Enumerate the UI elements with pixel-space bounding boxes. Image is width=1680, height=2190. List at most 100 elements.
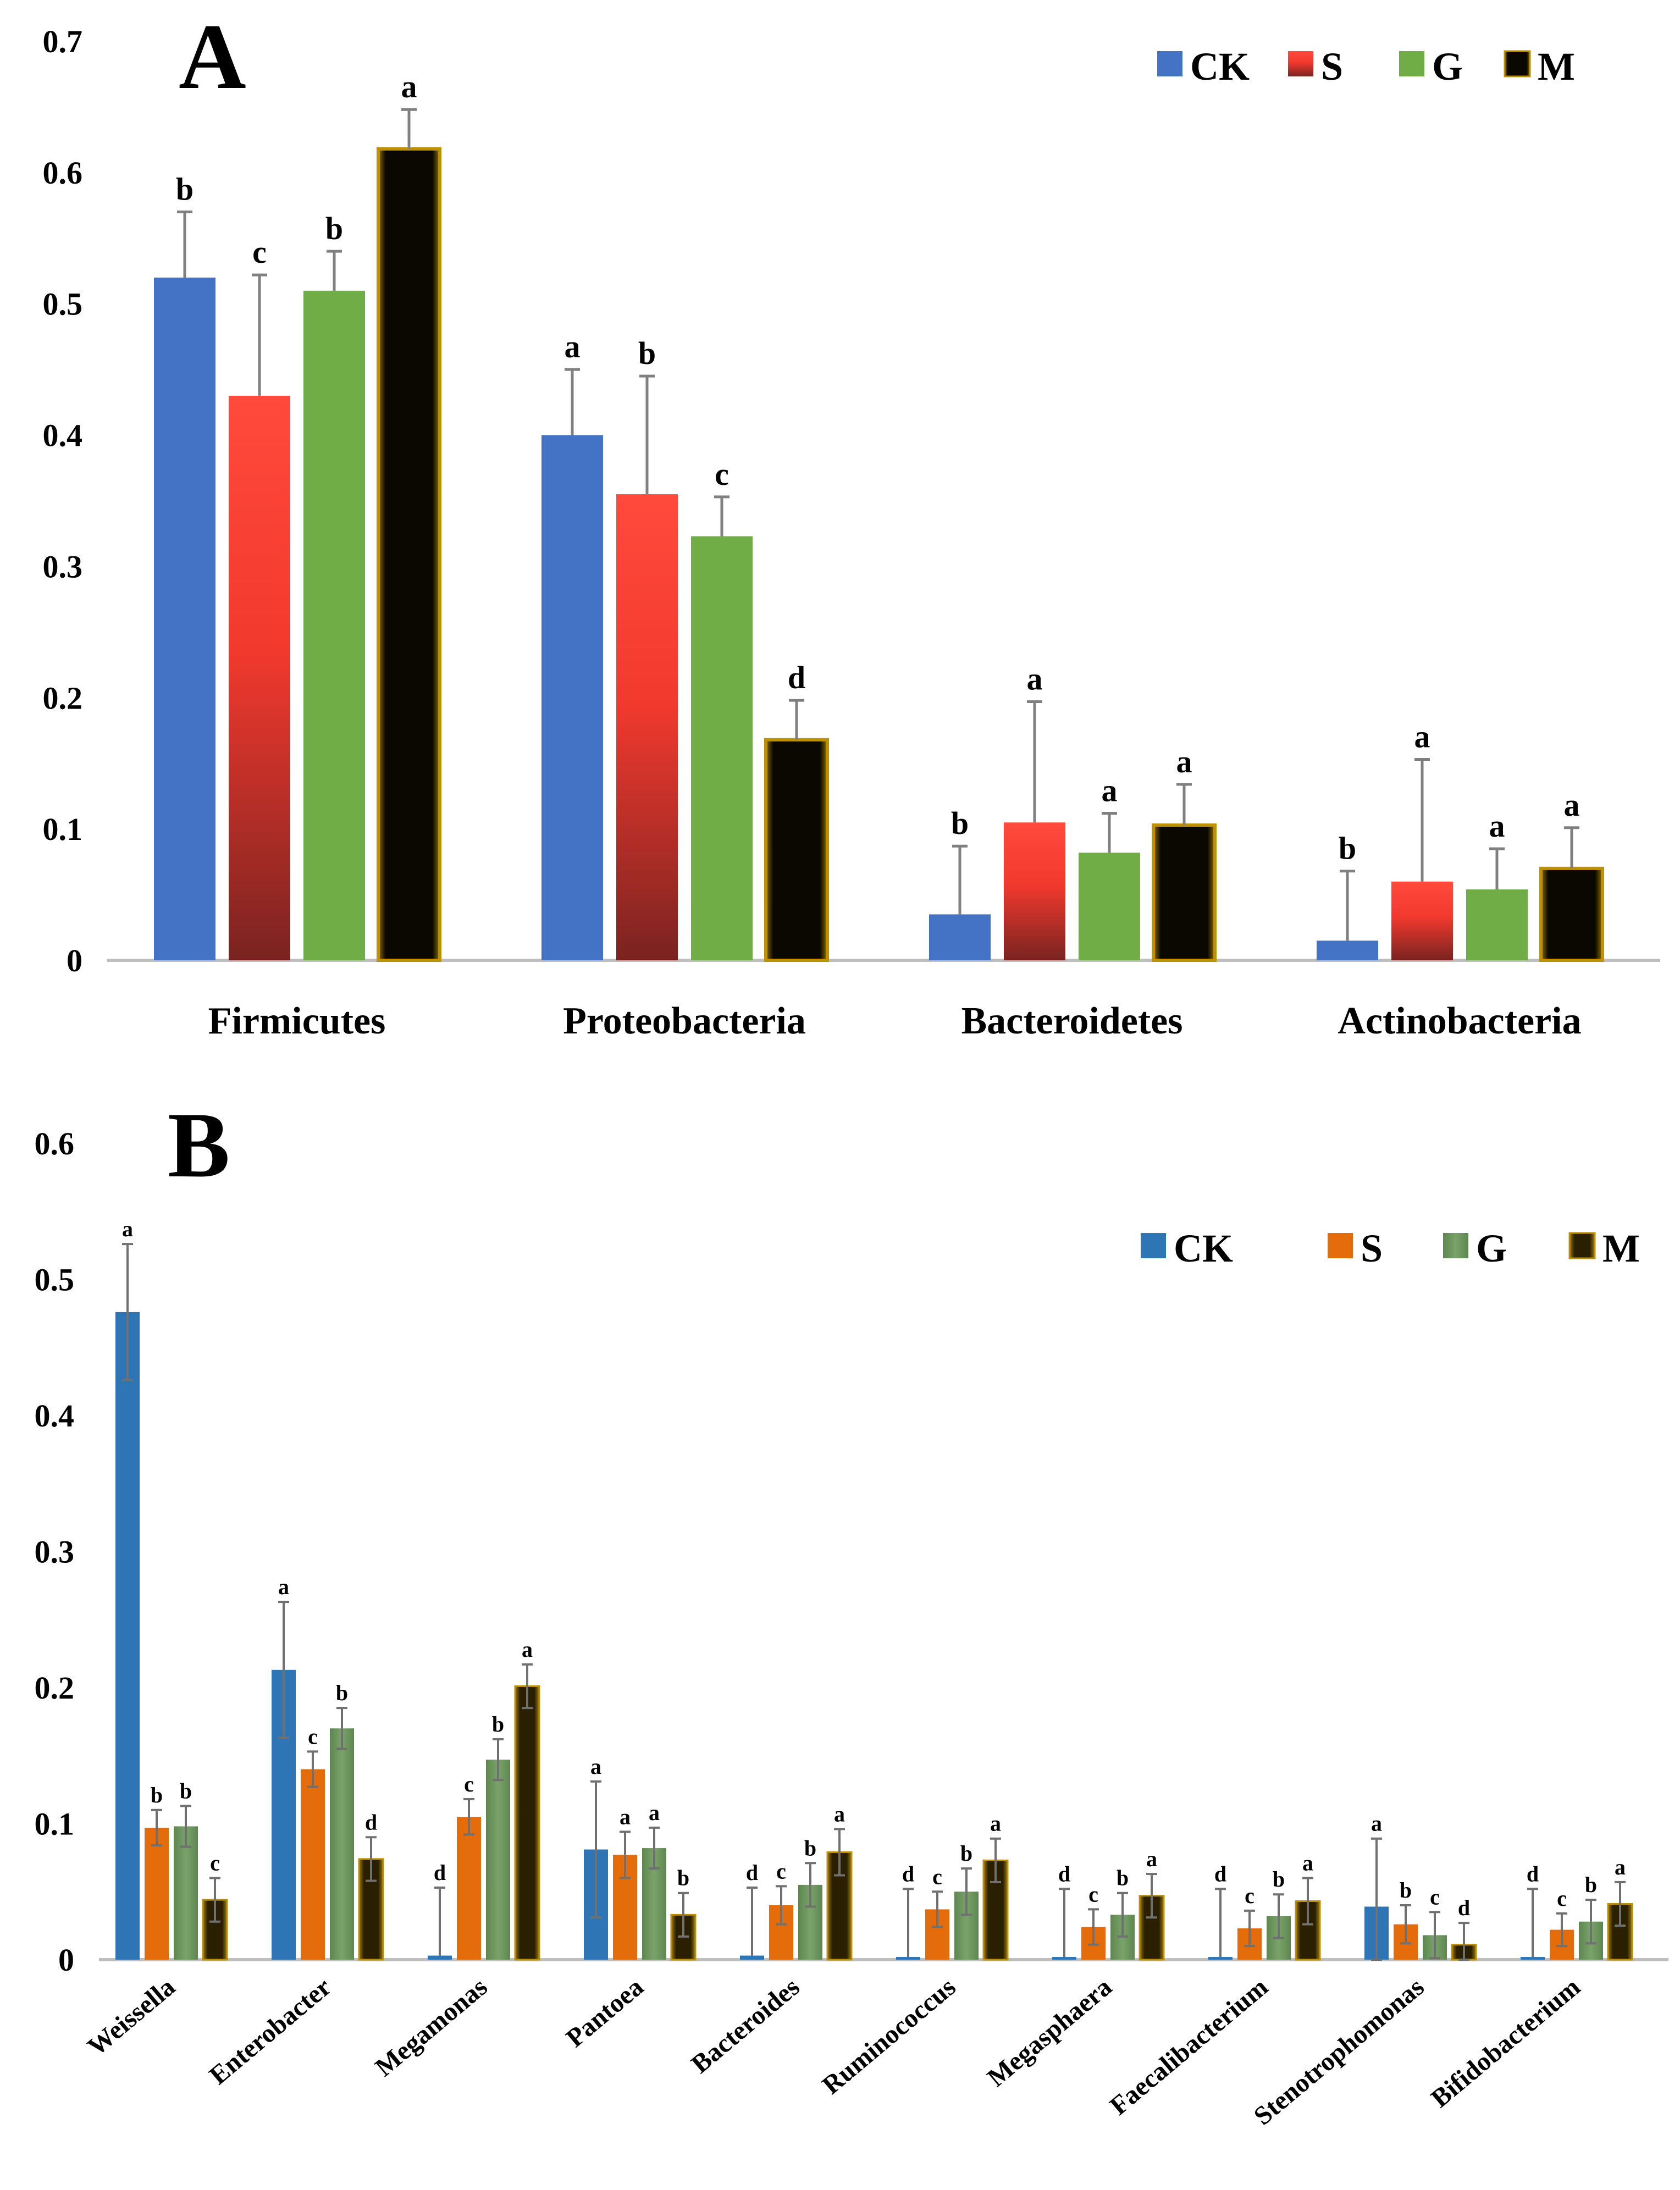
panel-b-stenotrophomonas-g-sig-label: c <box>1430 1884 1440 1909</box>
panel-b-letter: B <box>168 1093 230 1197</box>
panel-a-chart: A 0 0.1 0.2 0.3 0.4 0.5 0.6 0.7 b c b a a b c d b a a a b a a… <box>43 5 1660 1042</box>
panel-b-category-label-enterobacter: Enterobacter <box>204 1972 337 2091</box>
panel-b-legend-swatch-s <box>1328 1233 1353 1258</box>
panel-b-bacteroides-g-sig-label: b <box>804 1835 816 1860</box>
panel-b-category-label-ruminococcus: Ruminococcus <box>817 1972 961 2100</box>
panel-b-weissella-ck-sig-label: a <box>122 1216 133 1241</box>
panel-a-actinobacteria-s-sig-label: a <box>1414 719 1430 755</box>
panel-b-megamonas-g-sig-label: b <box>492 1712 504 1736</box>
panel-b-weissella-s-bar <box>145 1827 169 1960</box>
panel-b-megamonas-s-sig-label: c <box>464 1772 474 1796</box>
panel-b-enterobacter-g-bar <box>330 1728 354 1960</box>
panel-b-faecalibacterium-ck-sig-label: d <box>1214 1861 1226 1886</box>
panel-a-y-tick-0-6: 0.6 <box>43 155 83 191</box>
panel-b-bacteroides-s-sig-label: c <box>776 1859 786 1883</box>
panel-b-weissella-s-sig-label: b <box>151 1783 163 1807</box>
panel-a-proteobacteria-g-bar <box>691 536 753 960</box>
panel-b-bifidobacterium-s-sig-label: c <box>1557 1886 1567 1911</box>
panel-a-legend-label-m: M <box>1538 45 1575 89</box>
panel-a-legend-swatch-g <box>1399 51 1424 76</box>
panel-a-actinobacteria-g-bar <box>1466 889 1528 960</box>
panel-b-y-tick-0-2: 0.2 <box>35 1670 75 1706</box>
panel-b-category-label-weissella: Weissella <box>82 1972 180 2061</box>
panel-b-legend-label-s: S <box>1361 1226 1383 1270</box>
panel-b-enterobacter-s-sig-label: c <box>308 1724 318 1749</box>
panel-a-y-tick-0-7: 0.7 <box>43 24 83 59</box>
panel-a-firmicutes-s-sig-label: c <box>252 234 267 270</box>
panel-b-megamonas-ck-sig-label: d <box>434 1860 446 1885</box>
panel-a-proteobacteria-ck-sig-label: a <box>565 329 581 364</box>
panel-b-stenotrophomonas-s-sig-label: b <box>1400 1878 1412 1903</box>
panel-a-legend-swatch-s <box>1288 51 1313 76</box>
panel-a-bacteroidetes-g-sig-label: a <box>1102 772 1118 808</box>
panel-a-y-axis: 0 0.1 0.2 0.3 0.4 0.5 0.6 0.7 <box>43 24 83 978</box>
panel-a-y-tick-0-3: 0.3 <box>43 549 83 584</box>
panel-b-megamonas-ck-bar <box>428 1955 452 1960</box>
panel-b-category-label-faecalibacterium: Faecalibacterium <box>1104 1972 1274 2121</box>
panel-a-firmicutes-ck-bar <box>154 277 215 960</box>
panel-a-firmicutes-g-sig-label: b <box>325 211 343 246</box>
panel-b-ruminococcus-m-sig-label: a <box>990 1811 1001 1836</box>
panel-b-legend: CK S G M <box>1141 1226 1640 1270</box>
panel-a-firmicutes-g-bar <box>303 290 365 960</box>
panel-a-bacteroidetes-s-bar <box>1004 822 1065 960</box>
panel-b-y-tick-0-5: 0.5 <box>35 1262 75 1298</box>
panel-a-actinobacteria-m-bar <box>1539 866 1604 963</box>
panel-a-legend-label-g: G <box>1432 45 1463 89</box>
panel-a-proteobacteria-m-sig-label: d <box>788 660 805 695</box>
panel-b-ruminococcus-ck-sig-label: d <box>902 1861 914 1886</box>
panel-b-bifidobacterium-g-sig-label: b <box>1585 1872 1597 1897</box>
panel-b-megamonas-g-bar <box>486 1760 510 1960</box>
panel-b-faecalibacterium-g-sig-label: b <box>1273 1867 1285 1892</box>
panel-b-category-labels: Weissella Enterobacter Megamonas Pantoea Bac… <box>82 1972 1585 2131</box>
panel-b-legend-swatch-m <box>1568 1232 1596 1259</box>
panel-a-y-tick-0-2: 0.2 <box>43 680 83 716</box>
panel-a-category-label-proteobacteria: Proteobacteria <box>563 1000 806 1042</box>
panel-b-stenotrophomonas-ck-sig-label: a <box>1371 1811 1382 1836</box>
panel-a-firmicutes-ck-sig-label: b <box>176 172 194 207</box>
panel-b-y-tick-0-6: 0.6 <box>35 1126 75 1162</box>
panel-a-actinobacteria-m-sig-label: a <box>1564 787 1580 823</box>
panel-b-weissella-m-sig-label: c <box>210 1851 220 1876</box>
panel-a-firmicutes-s-bar <box>229 395 290 960</box>
panel-b-megasphaera-ck-sig-label: d <box>1058 1861 1070 1886</box>
panel-b-category-label-stenotrophomonas: Stenotrophomonas <box>1248 1972 1430 2131</box>
panel-a-category-label-firmicutes: Firmicutes <box>208 1000 386 1042</box>
panel-a-proteobacteria-m-bar <box>764 738 829 962</box>
panel-b-y-tick-0-3: 0.3 <box>35 1534 75 1570</box>
panel-b-bacteroides-m-sig-label: a <box>834 1801 845 1826</box>
panel-a-actinobacteria-g-sig-label: a <box>1489 808 1505 844</box>
panel-b-category-label-pantoea: Pantoea <box>561 1972 649 2053</box>
panel-b-y-tick-0-1: 0.1 <box>35 1806 75 1842</box>
panel-b-faecalibacterium-m-sig-label: a <box>1302 1851 1313 1876</box>
panel-a-bacteroidetes-s-sig-label: a <box>1027 661 1043 696</box>
panel-b-enterobacter-m-sig-label: d <box>365 1810 377 1834</box>
panel-b-pantoea-m-sig-label: b <box>677 1866 689 1890</box>
panel-b-ruminococcus-ck-bar <box>896 1957 920 1960</box>
panel-b-legend-swatch-ck <box>1141 1233 1166 1258</box>
panel-a-firmicutes-m-sig-label: a <box>401 69 417 104</box>
panel-a-letter: A <box>179 5 246 108</box>
panel-b-faecalibacterium-ck-bar <box>1208 1957 1233 1960</box>
panel-b-weissella-ck-bar <box>115 1312 140 1960</box>
panel-b-bifidobacterium-ck-bar <box>1521 1957 1545 1960</box>
panel-b-enterobacter-g-sig-label: b <box>336 1680 348 1705</box>
panel-b-megamonas-s-bar <box>457 1817 481 1960</box>
panel-b-legend-swatch-g <box>1443 1233 1468 1258</box>
panel-b-enterobacter-ck-sig-label: a <box>278 1574 289 1599</box>
panel-b-bacteroides-ck-bar <box>740 1955 764 1960</box>
panel-a-proteobacteria-ck-bar <box>541 435 603 960</box>
panel-a-bars: b c b a a b c d b a a a b a a a <box>154 69 1604 963</box>
panel-a-legend: CK S G M <box>1157 45 1575 89</box>
panel-b-stenotrophomonas-m-sig-label: d <box>1458 1895 1470 1920</box>
panel-a-actinobacteria-ck-bar <box>1317 941 1378 960</box>
panel-a-legend-swatch-m <box>1504 50 1531 78</box>
panel-b-category-label-megamonas: Megamonas <box>370 1972 493 2082</box>
panel-a-y-tick-0: 0 <box>67 943 82 978</box>
panel-a-proteobacteria-s-bar <box>616 494 678 960</box>
panel-a-bacteroidetes-ck-bar <box>929 914 991 960</box>
panel-b-legend-label-ck: CK <box>1174 1226 1233 1270</box>
